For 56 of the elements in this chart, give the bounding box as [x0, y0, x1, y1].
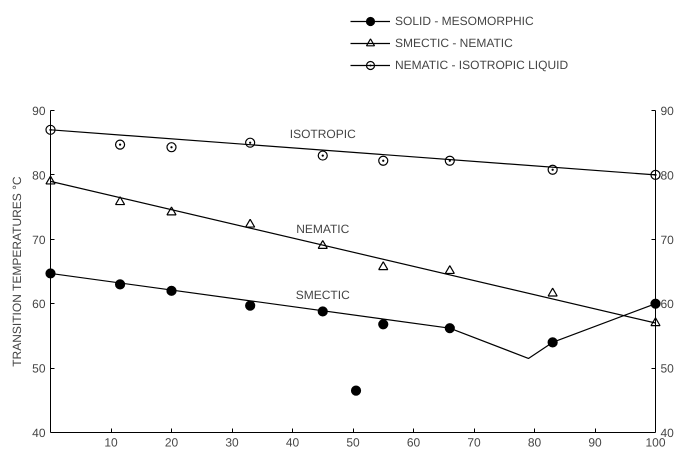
point — [444, 156, 455, 166]
annotation: SMECTIC — [296, 288, 350, 302]
point — [45, 124, 56, 135]
legend-label: SOLID - MESOMORPHIC — [395, 14, 534, 28]
point — [350, 386, 362, 396]
x-tick-label: 90 — [588, 436, 602, 450]
y2-tick-label: 50 — [660, 362, 674, 376]
point — [650, 298, 661, 309]
y-tick-label: 80 — [32, 168, 46, 182]
y2-tick-label: 60 — [660, 297, 674, 312]
x-tick-label: 30 — [225, 436, 239, 450]
point — [318, 150, 328, 161]
x-tick-label: 100 — [645, 436, 666, 450]
point — [378, 319, 388, 330]
point — [114, 279, 126, 290]
y2-tick-label: 90 — [660, 104, 674, 118]
point — [444, 265, 455, 274]
point — [166, 286, 177, 296]
point — [245, 218, 256, 228]
y-tick-label: 60 — [32, 297, 46, 312]
y-tick-label: 70 — [32, 232, 46, 247]
x-tick-label: 80 — [528, 436, 542, 450]
point — [318, 306, 328, 317]
x-tick-label: 60 — [406, 436, 420, 450]
point — [650, 170, 661, 180]
point — [166, 206, 177, 216]
point — [650, 317, 661, 326]
y-axis-title: TRANSITION TEMPERATURES °C — [10, 176, 24, 367]
x-tick-label: 10 — [104, 436, 118, 450]
x-tick-label: 40 — [286, 436, 300, 450]
point — [548, 164, 558, 175]
y-tick-label: 90 — [32, 104, 46, 118]
point — [45, 268, 56, 279]
point — [245, 300, 256, 311]
y2-tick-label: 70 — [660, 232, 674, 247]
x-tick-label: 70 — [467, 436, 481, 450]
annotation: ISOTROPIC — [290, 127, 356, 142]
y-tick-label: 50 — [32, 362, 46, 376]
point — [548, 337, 558, 348]
point — [166, 142, 177, 152]
x-tick-label: 20 — [164, 436, 178, 450]
point — [378, 261, 388, 270]
point — [378, 156, 388, 166]
point — [45, 176, 56, 185]
legend-label: SMECTIC - NEMATIC — [395, 36, 513, 50]
point — [318, 240, 328, 249]
legend-label: NEMATIC - ISOTROPIC LIQUID — [395, 58, 568, 72]
point — [114, 196, 126, 206]
point — [548, 288, 558, 297]
point — [444, 323, 455, 334]
y2-tick-label: 80 — [660, 168, 674, 182]
point — [114, 140, 126, 150]
y-tick-label: 40 — [32, 426, 46, 440]
annotation: NEMATIC — [296, 222, 350, 236]
point — [245, 138, 256, 148]
x-tick-label: 50 — [346, 436, 360, 450]
